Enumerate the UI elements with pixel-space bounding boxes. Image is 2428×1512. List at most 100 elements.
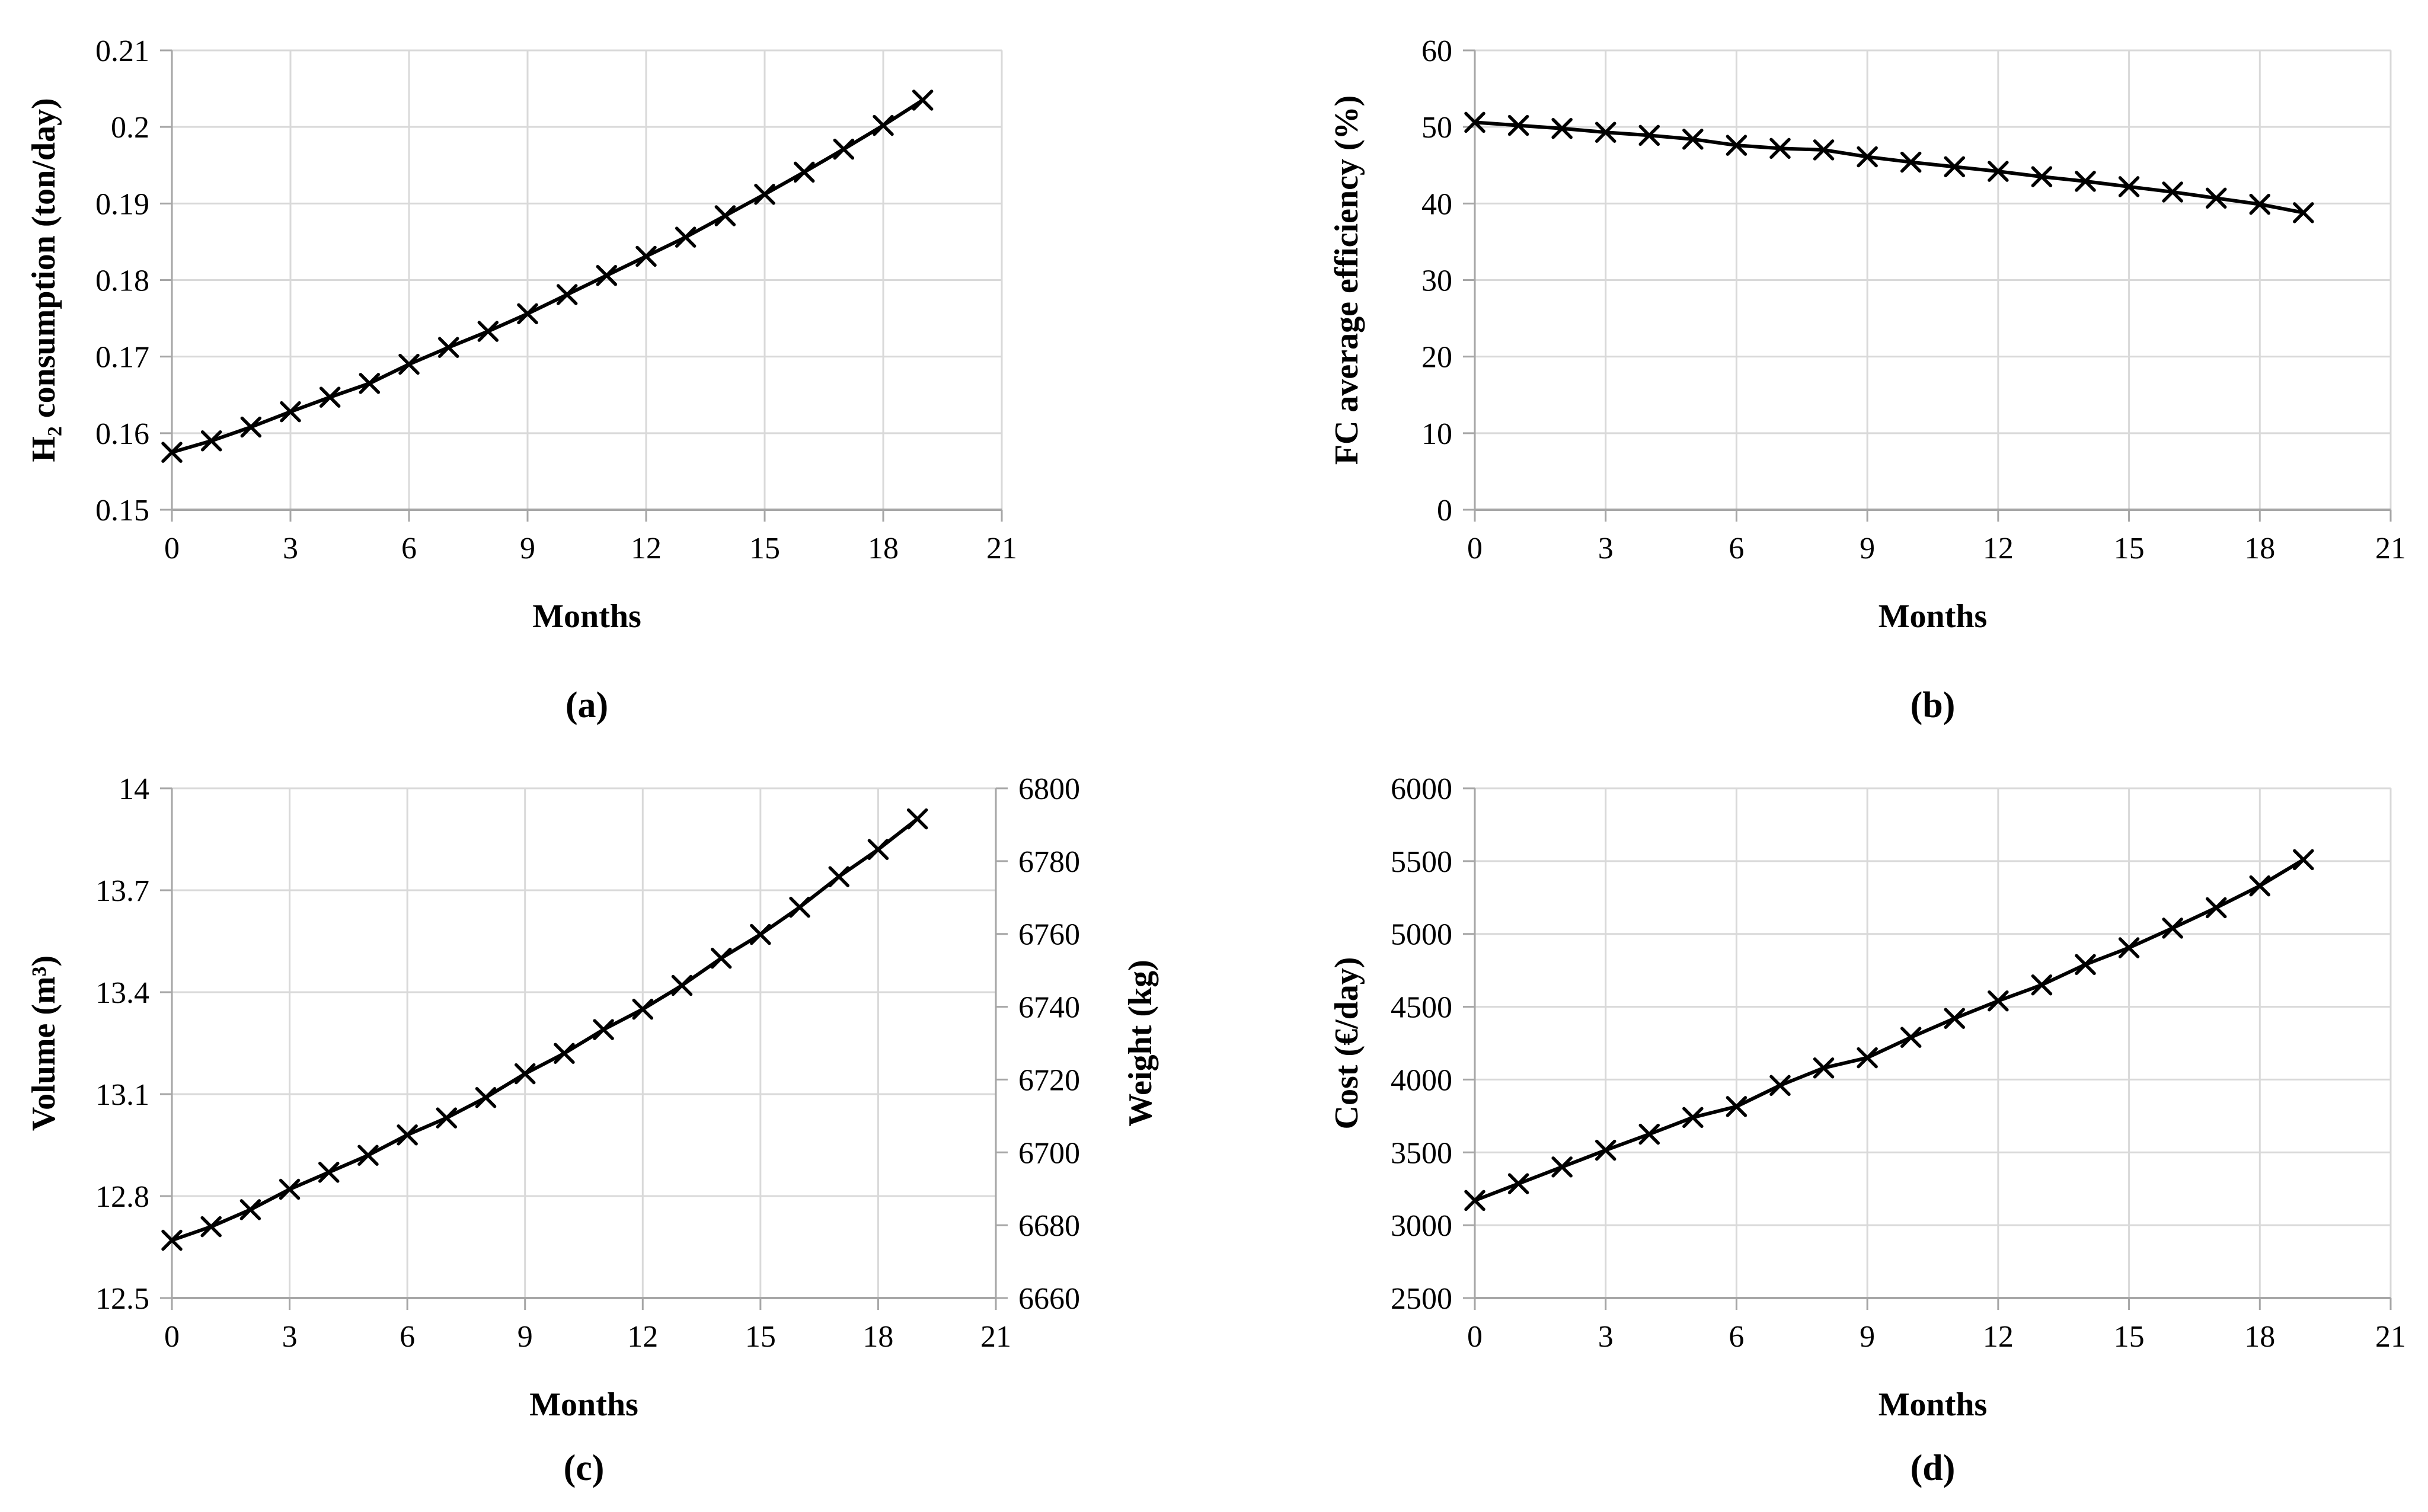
- y-tick-label: 10: [1421, 417, 1452, 451]
- data-point-marker: [556, 284, 578, 305]
- x-tick-label: 18: [862, 1320, 893, 1354]
- data-point-marker: [398, 353, 420, 375]
- y2-tick-label: 6780: [1018, 845, 1080, 879]
- data-point-marker: [2118, 937, 2140, 958]
- x-tick-label: 0: [164, 532, 180, 565]
- data-point-marker: [1507, 1173, 1529, 1194]
- y-axis-title: Cost (€/day): [1328, 957, 1365, 1130]
- data-point-marker: [280, 401, 301, 423]
- chart-d-canvas: 0 3 6 9 12 15 18 21 2500 3000 3500 4000 4500 5000 5500…: [1328, 772, 2406, 1423]
- data-point-marker: [239, 1199, 261, 1220]
- data-point-marker: [789, 896, 810, 918]
- data-point-marker: [1551, 1156, 1573, 1178]
- y-tick-label: 20: [1421, 341, 1452, 375]
- data-line: [171, 817, 919, 1242]
- x-tick-label: 18: [868, 532, 899, 565]
- x-tick-label: 12: [1983, 1320, 2014, 1354]
- x-tick-label: 6: [401, 532, 417, 565]
- x-tick-label: 15: [745, 1320, 776, 1354]
- panel-c: 0 3 6 9 12 15 18 21 12.5 12.8 13.1 13.4 13.7 14 6660 66…: [0, 756, 1214, 1512]
- data-point-marker: [2031, 974, 2053, 996]
- data-line: [1474, 120, 2304, 215]
- y2-tick-label: 6800: [1018, 772, 1080, 806]
- data-point-marker: [318, 1162, 340, 1183]
- data-point-marker: [200, 1216, 222, 1238]
- data-point-marker: [2031, 166, 2053, 187]
- data-point-marker: [1944, 1008, 1966, 1029]
- data-point-marker: [2205, 897, 2227, 919]
- data-point-marker: [867, 839, 889, 860]
- data-point-marker: [828, 866, 849, 887]
- x-axis-title: Months: [1878, 598, 1988, 635]
- data-point-marker: [635, 245, 657, 267]
- x-tick-label: 6: [400, 1320, 415, 1354]
- data-point-marker: [593, 1019, 614, 1040]
- x-tick-label: 3: [1598, 1320, 1614, 1354]
- chart-a-canvas: 0 3 6 9 12 15 18 21 0.15 0.16 0.17 0.18 0.19 0.2 0.21 M…: [25, 34, 1017, 635]
- data-line: [1474, 858, 2305, 1203]
- data-line: [171, 98, 924, 455]
- y-axis-title: Volume (m³): [25, 955, 62, 1131]
- data-point-marker: [2249, 875, 2271, 897]
- x-tick-label: 9: [517, 1320, 533, 1354]
- y-tick-label: 4500: [1391, 991, 1452, 1025]
- panel-d-letter: (d): [1910, 1448, 1956, 1488]
- x-tick-label: 15: [749, 532, 780, 565]
- y-tick-label: 12.8: [95, 1180, 149, 1214]
- data-point-marker: [477, 321, 499, 342]
- data-point-marker: [2249, 193, 2271, 215]
- x-tick-label: 15: [2114, 532, 2145, 565]
- data-point-marker: [750, 923, 771, 945]
- x-tick-label: 3: [1598, 532, 1614, 565]
- x-tick-label: 12: [631, 532, 662, 565]
- data-point-marker: [240, 416, 262, 438]
- y-tick-label: 60: [1421, 34, 1452, 68]
- y-tick-label: 50: [1421, 111, 1452, 145]
- data-point-marker: [279, 1178, 301, 1200]
- y-tick-label: 13.7: [95, 874, 149, 908]
- data-point-marker: [1638, 1123, 1660, 1145]
- data-point-marker: [2075, 171, 2096, 192]
- panel-a: 0 3 6 9 12 15 18 21 0.15 0.16 0.17 0.18 0.19 0.2 0.21 M…: [0, 0, 1214, 756]
- y2-tick-label: 6720: [1018, 1063, 1080, 1097]
- x-tick-label: 3: [283, 532, 298, 565]
- data-point-marker: [1769, 1075, 1791, 1097]
- y2-axis-title: Weight (kg): [1122, 960, 1159, 1127]
- data-point-marker: [710, 947, 732, 969]
- y-tick-label: 0: [1437, 494, 1452, 528]
- data-point-marker: [1857, 146, 1878, 168]
- data-point-marker: [793, 161, 815, 183]
- data-point-marker: [1682, 1107, 1704, 1129]
- y-tick-label: 5000: [1391, 918, 1452, 952]
- y-tick-label: 30: [1421, 264, 1452, 298]
- x-tick-label: 6: [1729, 1320, 1744, 1354]
- panel-a-letter: (a): [565, 685, 609, 725]
- data-point-marker: [2118, 176, 2140, 197]
- x-tick-label: 18: [2244, 532, 2275, 565]
- y2-tick-label: 6700: [1018, 1136, 1080, 1170]
- data-point-marker: [359, 373, 381, 394]
- y-tick-label: 12.5: [95, 1282, 149, 1316]
- panel-c-letter: (c): [563, 1448, 605, 1488]
- chart-c-canvas: 0 3 6 9 12 15 18 21 12.5 12.8 13.1 13.4 13.7 14 6660 66…: [25, 772, 1159, 1423]
- y-tick-label: 6000: [1391, 772, 1452, 806]
- x-axis-title: Months: [1878, 1386, 1988, 1423]
- y-tick-label: 2500: [1391, 1282, 1452, 1316]
- x-tick-label: 3: [282, 1320, 298, 1354]
- data-point-marker: [357, 1145, 379, 1166]
- data-point-marker: [1726, 135, 1747, 156]
- x-tick-label: 0: [164, 1320, 180, 1354]
- y-tick-label: 0.15: [95, 494, 149, 528]
- x-axis-title: Months: [532, 598, 641, 635]
- x-tick-label: 21: [2375, 532, 2406, 565]
- panel-b-letter: (b): [1910, 685, 1956, 725]
- data-point-marker: [436, 1107, 458, 1129]
- data-point-marker: [517, 303, 538, 325]
- data-point-marker: [2162, 181, 2183, 203]
- data-point-marker: [754, 184, 775, 205]
- y2-tick-label: 6740: [1018, 991, 1080, 1025]
- data-point-marker: [2205, 187, 2227, 209]
- data-point-marker: [1988, 990, 2009, 1012]
- y-tick-label: 3500: [1391, 1136, 1452, 1170]
- y2-tick-label: 6660: [1018, 1282, 1080, 1316]
